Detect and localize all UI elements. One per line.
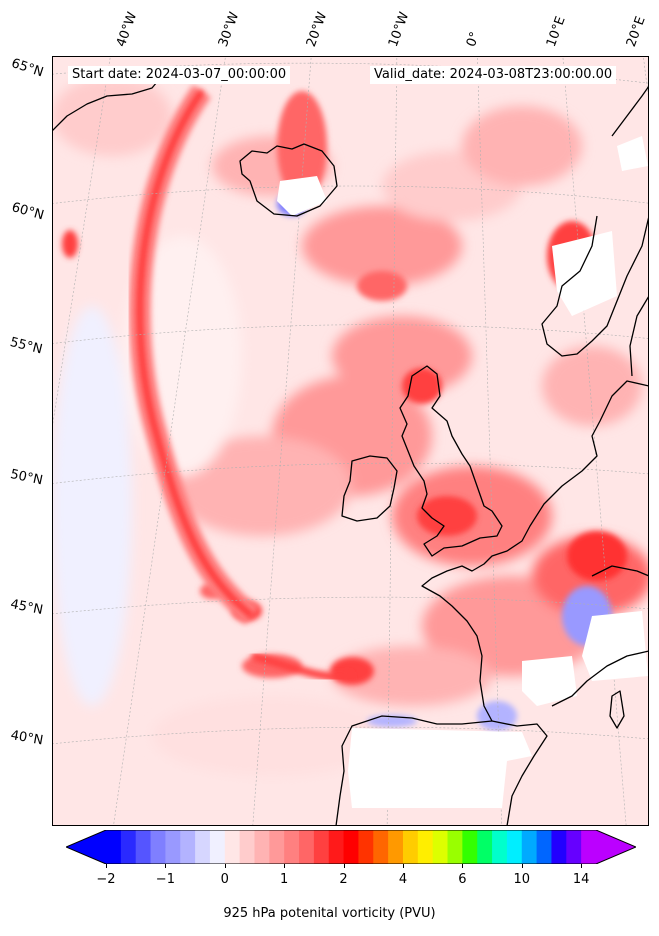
- colorbar-segment: [477, 830, 493, 864]
- colorbar-segment: [165, 830, 181, 864]
- valid-date-label: Valid_date: 2024-03-08T23:00:00.00: [370, 66, 617, 84]
- terrain-mask: [277, 136, 648, 808]
- colorbar-title: 925 hPa potenital vorticity (PVU): [223, 906, 436, 921]
- lon-label-40w: 40°W: [113, 10, 141, 49]
- colorbar-tick-label: 1: [280, 872, 289, 887]
- colorbar-segment: [269, 830, 285, 864]
- colorbar-segment: [506, 830, 523, 864]
- frontal-band-core: [136, 89, 254, 619]
- colorbar-tick-mark: [581, 864, 583, 868]
- colorbar-tick-label: 14: [572, 872, 590, 887]
- lat-label-55n: 55°N: [8, 335, 44, 358]
- colorbar-segment: [313, 830, 330, 864]
- colorbar-tick-mark: [521, 864, 523, 868]
- lat-label-50n: 50°N: [8, 467, 45, 489]
- lat-label-45n: 45°N: [9, 597, 45, 618]
- colorbar-svg: [64, 829, 638, 865]
- map-panel: [52, 56, 649, 826]
- colorbar-segment: [135, 830, 152, 864]
- lon-label-10e: 10°E: [543, 14, 569, 50]
- colorbar-segment: [447, 830, 463, 864]
- colorbar-segment: [536, 830, 552, 864]
- colorbar-segment: [373, 830, 389, 864]
- colorbar-tick-label: 0: [220, 872, 229, 887]
- lat-label-65n: 65°N: [9, 56, 46, 81]
- colorbar-tick-mark: [402, 864, 404, 868]
- vorticity-field: [52, 56, 649, 826]
- colorbar-segment: [581, 830, 597, 864]
- colorbar-segment: [239, 830, 255, 864]
- colorbar-segment: [521, 830, 538, 864]
- colorbar-segment: [417, 830, 434, 864]
- colorbar-segment: [120, 830, 137, 864]
- colorbar-segment: [180, 830, 196, 864]
- colorbar-tick-mark: [284, 864, 286, 868]
- colorbar-tick-label: 10: [513, 872, 531, 887]
- colorbar-segment: [343, 830, 359, 864]
- colorbar-segment: [284, 830, 300, 864]
- colorbar-tick-mark: [462, 864, 464, 868]
- colorbar-segment: [432, 830, 449, 864]
- colorbar-segment: [388, 830, 404, 864]
- lon-label-20w: 20°W: [303, 10, 331, 49]
- colorbar-segment: [566, 830, 582, 864]
- lon-label-0: 0°: [463, 29, 484, 49]
- lat-label-60n: 60°N: [9, 200, 46, 224]
- colorbar-tick-mark: [165, 864, 167, 868]
- colorbar-under-arrow: [66, 830, 106, 864]
- colorbar-over-arrow: [596, 830, 636, 864]
- colorbar-segment: [195, 830, 211, 864]
- colorbar-segment: [402, 830, 419, 864]
- colorbar-segment: [254, 830, 270, 864]
- colorbar-tick-label: −2: [96, 872, 116, 887]
- colorbar-segment: [106, 830, 122, 864]
- colorbar-segment: [224, 830, 241, 864]
- lon-label-20e: 20°E: [623, 14, 649, 50]
- colorbar-tick-label: 6: [458, 872, 467, 887]
- colorbar: [64, 829, 638, 865]
- colorbar-segment: [358, 830, 374, 864]
- colorbar-tick-label: 4: [398, 872, 408, 887]
- colorbar-tick-mark: [224, 864, 226, 868]
- colorbar-segment: [462, 830, 478, 864]
- colorbar-tick-label: 2: [339, 872, 348, 887]
- colorbar-segment: [150, 830, 166, 864]
- colorbar-tick-mark: [106, 864, 107, 868]
- colorbar-segment: [209, 830, 226, 864]
- lat-label-40n: 40°N: [9, 728, 45, 749]
- colorbar-segment: [328, 830, 345, 864]
- colorbar-segment: [299, 830, 315, 864]
- lon-label-10w: 10°W: [385, 10, 413, 49]
- cyclone-band: [251, 652, 353, 681]
- colorbar-segment: [551, 830, 567, 864]
- colorbar-tick-mark: [343, 864, 345, 868]
- field-patches: [52, 76, 649, 776]
- colorbar-tick-label: −1: [155, 872, 175, 887]
- colorbar-segment: [492, 830, 508, 864]
- lon-label-30w: 30°W: [215, 10, 243, 49]
- start-date-label: Start date: 2024-03-07_00:00:00: [68, 66, 291, 84]
